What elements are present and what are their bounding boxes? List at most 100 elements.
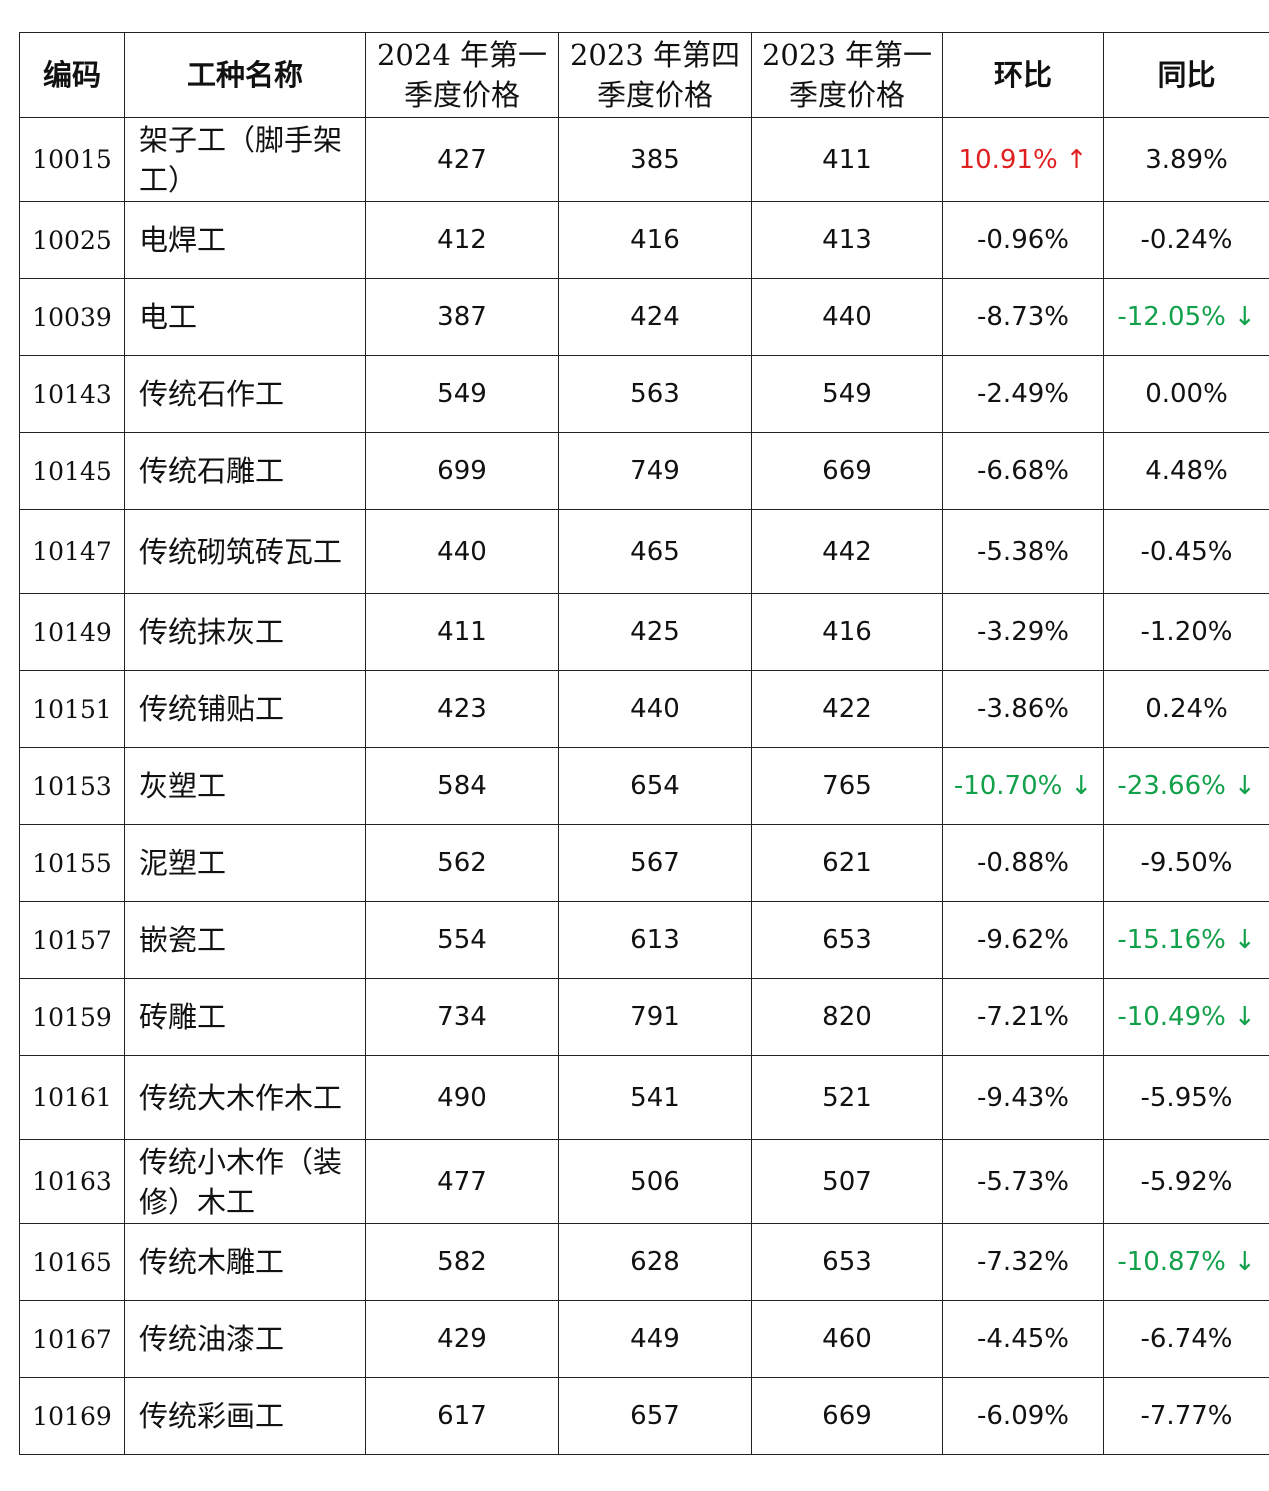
code-cell: 10153	[19, 747, 125, 825]
table-row: 10157 嵌瓷工 554 613 653 -9.62% -15.16% ↓	[19, 901, 1269, 979]
price-2023q4-cell: 791	[558, 978, 752, 1056]
qoq-cell: -7.32%	[942, 1223, 1104, 1301]
trade-name-value: 传统抹灰工	[139, 615, 285, 649]
trade-name-value: 传统木雕工	[139, 1245, 285, 1279]
price-2024q1-cell: 427	[365, 117, 559, 202]
trade-name-cell: 架子工（脚手架工）	[124, 117, 366, 202]
price-2023q4-cell: 541	[558, 1055, 752, 1140]
price-2023q1-cell: 820	[751, 978, 943, 1056]
qoq-value: -3.29%	[977, 617, 1069, 647]
price-2023q4-cell: 567	[558, 824, 752, 902]
header-row: 编码 工种名称 2024 年第一季度价格 2023 年第四季度价格 2023 年…	[19, 32, 1269, 118]
code-value: 10039	[32, 302, 112, 332]
yoy-cell: -15.16% ↓	[1103, 901, 1269, 979]
price-2023q4-value: 657	[630, 1401, 680, 1431]
yoy-value: -23.66%	[1117, 771, 1226, 801]
price-2023q1-value: 440	[822, 302, 872, 332]
price-2023q4-value: 506	[630, 1166, 680, 1197]
price-table: 编码 工种名称 2024 年第一季度价格 2023 年第四季度价格 2023 年…	[19, 32, 1269, 1455]
price-2023q4-cell: 657	[558, 1377, 752, 1455]
yoy-cell: -10.49% ↓	[1103, 978, 1269, 1056]
code-value: 10155	[32, 848, 112, 878]
price-2024q1-cell: 429	[365, 1300, 559, 1378]
price-2024q1-value: 423	[437, 694, 487, 724]
qoq-value: -5.73%	[977, 1166, 1069, 1197]
table-row: 10145 传统石雕工 699 749 669 -6.68% 4.48%	[19, 432, 1269, 510]
price-2024q1-value: 554	[437, 925, 487, 955]
table-body: 10015 架子工（脚手架工） 427 385 411 10.91% ↑ 3.89% 10025…	[19, 117, 1269, 1455]
code-value: 10167	[32, 1324, 112, 1354]
trade-name-cell: 灰塑工	[124, 747, 366, 825]
yoy-value: -10.49%	[1117, 1002, 1226, 1032]
yoy-cell: -23.66% ↓	[1103, 747, 1269, 825]
qoq-cell: -6.68%	[942, 432, 1104, 510]
price-2023q1-cell: 549	[751, 355, 943, 433]
price-2023q4-cell: 563	[558, 355, 752, 433]
trade-name-value: 传统石雕工	[139, 454, 285, 488]
header-trade-name: 工种名称	[124, 32, 366, 118]
price-2023q4-cell: 440	[558, 670, 752, 748]
trade-name-cell: 电焊工	[124, 201, 366, 279]
trade-name-value: 传统铺贴工	[139, 692, 285, 726]
yoy-value: -15.16%	[1117, 925, 1226, 955]
price-2024q1-value: 584	[437, 771, 487, 801]
yoy-value: -0.24%	[1140, 225, 1233, 255]
yoy-value: 0.00%	[1145, 379, 1228, 409]
trade-name-cell: 砖雕工	[124, 978, 366, 1056]
qoq-cell: -4.45%	[942, 1300, 1104, 1378]
price-2023q4-value: 628	[630, 1247, 680, 1277]
code-value: 10159	[32, 1002, 112, 1032]
qoq-cell: -7.21%	[942, 978, 1104, 1056]
price-2023q1-value: 653	[822, 1247, 872, 1277]
price-2023q1-value: 669	[822, 1401, 872, 1431]
price-2023q4-value: 613	[630, 925, 680, 955]
trade-name-cell: 传统抹灰工	[124, 593, 366, 671]
price-2023q1-value: 422	[822, 694, 872, 724]
price-2024q1-cell: 734	[365, 978, 559, 1056]
price-2023q4-value: 465	[630, 536, 680, 567]
price-2023q1-cell: 422	[751, 670, 943, 748]
qoq-value: -6.68%	[977, 456, 1069, 486]
price-2023q4-value: 791	[630, 1002, 680, 1032]
code-cell: 10167	[19, 1300, 125, 1378]
arrow-down-icon: ↓	[1233, 771, 1256, 801]
header-price-2024q1: 2024 年第一季度价格	[365, 32, 559, 118]
price-2023q4-value: 416	[630, 225, 680, 255]
price-2023q1-cell: 416	[751, 593, 943, 671]
qoq-cell: 10.91% ↑	[942, 117, 1104, 202]
table-row: 10151 传统铺贴工 423 440 422 -3.86% 0.24%	[19, 670, 1269, 748]
price-2023q1-value: 621	[822, 848, 872, 878]
price-2023q1-cell: 442	[751, 509, 943, 594]
price-2023q4-cell: 424	[558, 278, 752, 356]
code-value: 10145	[32, 456, 112, 486]
trade-name-value: 嵌瓷工	[139, 923, 227, 957]
price-2023q4-cell: 749	[558, 432, 752, 510]
price-2023q4-value: 440	[630, 694, 680, 724]
price-2023q4-value: 449	[630, 1324, 680, 1354]
trade-name-value: 架子工（脚手架工）	[139, 122, 343, 197]
code-cell: 10149	[19, 593, 125, 671]
qoq-cell: -5.73%	[942, 1139, 1104, 1224]
code-cell: 10157	[19, 901, 125, 979]
code-value: 10153	[32, 771, 112, 801]
price-2023q1-value: 460	[822, 1324, 872, 1354]
price-2023q1-cell: 653	[751, 901, 943, 979]
trade-name-value: 传统油漆工	[139, 1322, 285, 1356]
code-value: 10025	[32, 225, 112, 255]
code-value: 10165	[32, 1247, 112, 1277]
yoy-cell: -0.45%	[1103, 509, 1269, 594]
price-2023q4-cell: 654	[558, 747, 752, 825]
price-2023q1-cell: 521	[751, 1055, 943, 1140]
yoy-cell: 0.24%	[1103, 670, 1269, 748]
yoy-value: 3.89%	[1145, 144, 1228, 175]
price-2024q1-cell: 423	[365, 670, 559, 748]
price-2023q4-cell: 385	[558, 117, 752, 202]
trade-name-cell: 传统铺贴工	[124, 670, 366, 748]
price-2024q1-value: 427	[437, 144, 487, 175]
header-price-2023q1: 2023 年第一季度价格	[751, 32, 943, 118]
trade-name-value: 传统小木作（装修）木工	[139, 1144, 343, 1219]
yoy-value: -0.45%	[1140, 536, 1233, 567]
yoy-value: -12.05%	[1117, 302, 1226, 332]
table-row: 10149 传统抹灰工 411 425 416 -3.29% -1.20%	[19, 593, 1269, 671]
qoq-cell: -10.70% ↓	[942, 747, 1104, 825]
